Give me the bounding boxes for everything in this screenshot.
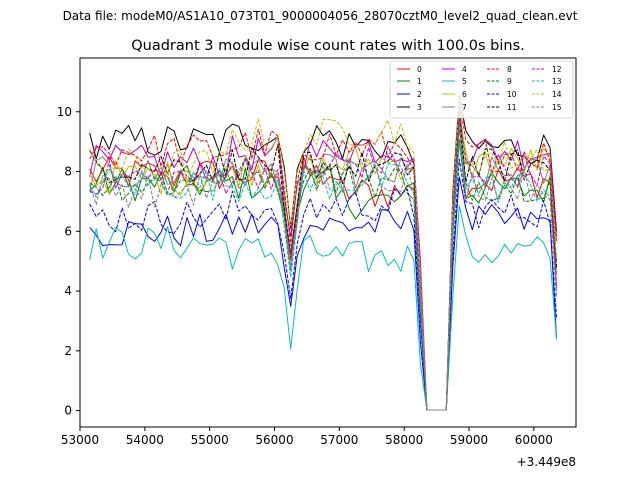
series-line-4	[89, 108, 557, 411]
x-axis: 53000 54000 55000 56000 57000 58000 59000 60000	[61, 427, 553, 447]
legend-label-8: 8	[507, 65, 512, 74]
legend-label-14: 14	[552, 90, 562, 99]
series-line-10	[89, 158, 557, 411]
y-tick-label-2: 2	[64, 344, 72, 358]
legend-label-10: 10	[507, 90, 517, 99]
series-line-8	[89, 100, 557, 411]
series-line-6	[89, 117, 557, 411]
legend-label-11: 11	[507, 103, 517, 112]
series-line-9	[89, 122, 557, 411]
legend-label-9: 9	[507, 77, 512, 86]
chart-title: Quadrant 3 module wise count rates with …	[131, 38, 525, 54]
y-tick-label-8: 8	[64, 165, 72, 179]
x-tick-label-53000: 53000	[61, 433, 99, 447]
series-line-14	[89, 98, 557, 411]
series-line-7	[89, 113, 557, 411]
legend-label-15: 15	[552, 103, 562, 112]
x-tick-label-56000: 56000	[255, 433, 293, 447]
series-line-2	[89, 176, 557, 411]
y-tick-label-10: 10	[57, 105, 72, 119]
legend-label-13: 13	[552, 77, 562, 86]
plot-frame	[79, 57, 577, 428]
y-tick-label-4: 4	[64, 284, 72, 298]
legend-label-12: 12	[552, 65, 562, 74]
plot-area	[79, 57, 577, 428]
y-axis: 0 2 4 6 8 10	[57, 105, 80, 418]
series-line-15	[89, 124, 557, 411]
y-tick-label-6: 6	[64, 224, 72, 238]
legend-label-3: 3	[417, 103, 422, 112]
x-tick-label-59000: 59000	[450, 433, 488, 447]
series-line-13	[89, 141, 557, 411]
series-layer	[89, 95, 557, 411]
x-tick-label-55000: 55000	[191, 433, 229, 447]
legend-label-6: 6	[462, 90, 467, 99]
x-tick-label-57000: 57000	[320, 433, 358, 447]
legend-label-2: 2	[417, 90, 422, 99]
legend-label-1: 1	[417, 77, 422, 86]
legend-label-4: 4	[462, 65, 467, 74]
series-line-5	[89, 205, 557, 411]
x-tick-label-58000: 58000	[385, 433, 423, 447]
series-line-12	[89, 113, 557, 411]
x-tick-label-54000: 54000	[126, 433, 164, 447]
x-tick-label-60000: 60000	[515, 433, 553, 447]
x-offset-label: +3.449e8	[517, 455, 576, 469]
series-line-3	[89, 95, 557, 411]
y-tick-label-0: 0	[64, 404, 72, 418]
chart-suptitle: Data file: modeM0/AS1A10_073T01_90000040…	[63, 9, 578, 23]
legend-label-7: 7	[462, 103, 467, 112]
legend-label-5: 5	[462, 77, 467, 86]
legend-box	[389, 60, 574, 119]
legend-label-0: 0	[417, 65, 422, 74]
